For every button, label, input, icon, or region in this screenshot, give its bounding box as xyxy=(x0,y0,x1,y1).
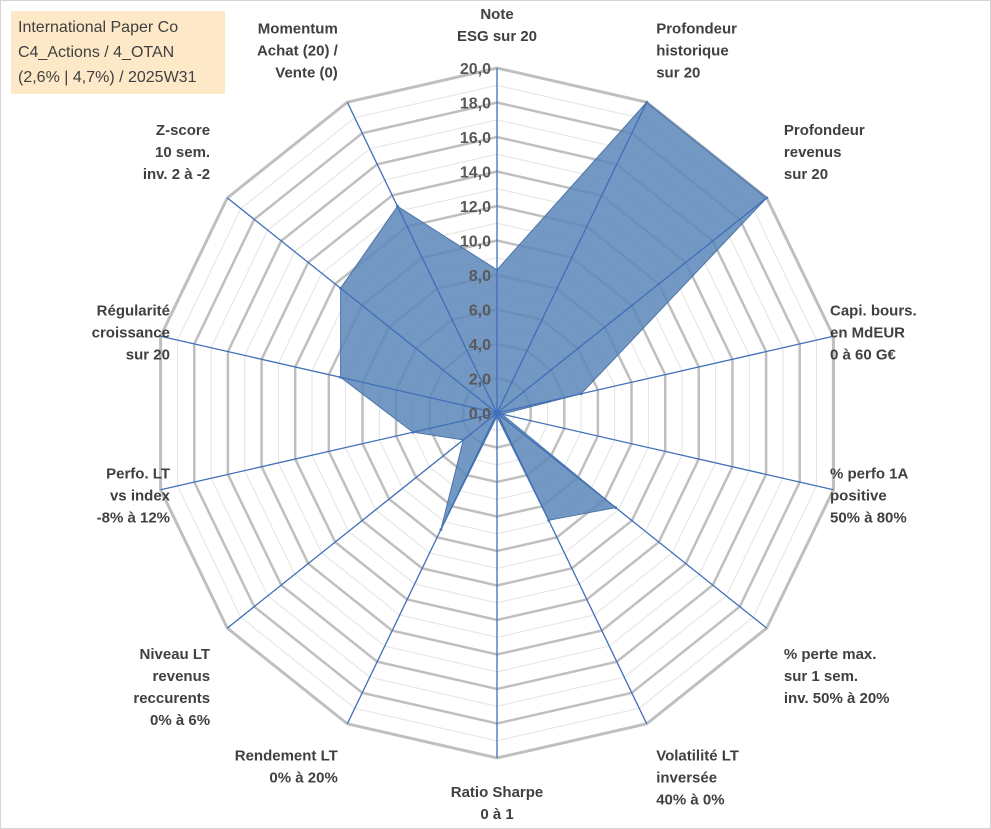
axis-label-line: 0 à 60 G€ xyxy=(830,346,897,363)
title-box: International Paper Co C4_Actions / 4_OT… xyxy=(11,11,225,94)
axis-spoke xyxy=(496,197,768,414)
axis-label-line: Rendement LT xyxy=(235,748,338,765)
axis-label-line: inv. 2 à -2 xyxy=(143,166,210,183)
axis-label-line: sur 20 xyxy=(126,346,170,363)
tick-label: 20,0 xyxy=(460,61,491,78)
axis-label-line: sur 1 sem. xyxy=(784,668,858,685)
label-layer: Note ESG sur 20 Profondeur historique sur 20… xyxy=(92,6,917,823)
tick-label: 4,0 xyxy=(469,337,491,354)
axis-label-line: inv. 50% à 20% xyxy=(784,690,890,707)
axis-label-line: Ratio Sharpe xyxy=(451,784,544,801)
axis-spoke xyxy=(496,412,768,629)
axis-label-line: Volatilité LT xyxy=(656,748,739,765)
axis-label: Capi. bours. en MdEUR 0 à 60 G€ xyxy=(830,302,917,363)
axis-label: Rendement LT 0% à 20% xyxy=(235,748,338,787)
tick-label: 14,0 xyxy=(460,165,491,182)
tick-label: 6,0 xyxy=(469,303,491,320)
axis-spoke xyxy=(226,412,498,629)
axis-label: % perte max. sur 1 sem. inv. 50% à 20% xyxy=(784,646,890,707)
axis-spoke xyxy=(160,412,498,491)
axis-label: Z-score 10 sem. inv. 2 à -2 xyxy=(143,122,210,183)
tick-label: 12,0 xyxy=(460,199,491,216)
axis-label-line: ESG sur 20 xyxy=(457,28,537,45)
axis-label-line: Achat (20) / xyxy=(257,42,339,59)
axis-spoke xyxy=(346,412,498,725)
tick-label: 8,0 xyxy=(469,268,491,285)
axis-label-line: revenus xyxy=(784,144,842,161)
axis-label-line: sur 20 xyxy=(656,64,700,81)
axis-label-line: 40% à 0% xyxy=(656,792,724,809)
axis-label-line: positive xyxy=(830,488,887,505)
axis-label-line: -8% à 12% xyxy=(97,510,170,527)
title-line-stats: (2,6% | 4,7%) / 2025W31 xyxy=(18,69,197,86)
axis-label-line: 0% à 20% xyxy=(269,770,337,787)
tick-label: 16,0 xyxy=(460,130,491,147)
axis-label-line: 0% à 6% xyxy=(150,712,210,729)
tick-label: 10,0 xyxy=(460,234,491,251)
axis-label-line: 10 sem. xyxy=(155,144,210,161)
axis-spoke xyxy=(496,101,648,414)
axis-label-line: sur 20 xyxy=(784,166,828,183)
spoke-layer xyxy=(160,68,834,758)
axis-label: Niveau LT revenus reccurents 0% à 6% xyxy=(133,646,210,729)
axis-label-line: Perfo. LT xyxy=(106,466,170,483)
axis-label: Profondeur historique sur 20 xyxy=(656,20,737,81)
axis-spoke xyxy=(226,197,498,414)
axis-label-line: Régularité xyxy=(97,302,170,319)
axis-label-line: historique xyxy=(656,42,729,59)
axis-label-line: Vente (0) xyxy=(275,64,338,81)
data-layer xyxy=(339,100,769,532)
axis-spoke xyxy=(160,335,498,414)
axis-label-line: 50% à 80% xyxy=(830,510,907,527)
axis-label: Régularité croissance sur 20 xyxy=(92,302,170,363)
axis-label-line: Profondeur xyxy=(784,122,865,139)
axis-label: Perfo. LT vs index -8% à 12% xyxy=(97,466,171,527)
axis-label-line: vs index xyxy=(110,488,171,505)
axis-label: Profondeur revenus sur 20 xyxy=(784,122,865,183)
axis-label: % perfo 1A positive 50% à 80% xyxy=(830,466,909,527)
axis-label-line: en MdEUR xyxy=(830,324,905,341)
axis-spoke xyxy=(496,412,834,491)
title-line-company: International Paper Co xyxy=(18,19,179,36)
axis-label: Momentum Achat (20) / Vente (0) xyxy=(257,20,339,81)
axis-label-line: Momentum xyxy=(258,20,338,37)
axis-label-line: Note xyxy=(480,6,513,23)
axis-label-line: croissance xyxy=(92,324,170,341)
axis-label-line: Profondeur xyxy=(656,20,737,37)
axis-label: Ratio Sharpe 0 à 1 xyxy=(451,784,544,823)
axis-spoke xyxy=(346,101,498,414)
tick-label: 2,0 xyxy=(469,372,491,389)
axis-label-line: reccurents xyxy=(133,690,210,707)
title-line-category: C4_Actions / 4_OTAN xyxy=(18,44,175,61)
tick-label: 18,0 xyxy=(460,96,491,113)
axis-label-line: 0 à 1 xyxy=(480,806,513,823)
axis-label-line: inversée xyxy=(656,770,717,787)
tick-label: 0,0 xyxy=(469,406,491,423)
series-area xyxy=(340,101,768,530)
axis-label: Volatilité LT inversée 40% à 0% xyxy=(656,748,739,809)
axis-spoke xyxy=(496,412,648,725)
axis-label-line: Capi. bours. xyxy=(830,302,917,319)
axis-spoke xyxy=(496,335,834,414)
axis-label-line: % perte max. xyxy=(784,646,877,663)
axis-label-line: % perfo 1A xyxy=(830,466,909,483)
axis-label-line: revenus xyxy=(153,668,211,685)
axis-label-line: Niveau LT xyxy=(140,646,211,663)
axis-label-line: Z-score xyxy=(156,122,210,139)
tick-layer: 0,0 2,0 4,0 6,0 8,0 10,0 12,0 14,0 16,0 18,0 20,0 xyxy=(460,61,491,423)
axis-label: Note ESG sur 20 xyxy=(457,6,537,45)
